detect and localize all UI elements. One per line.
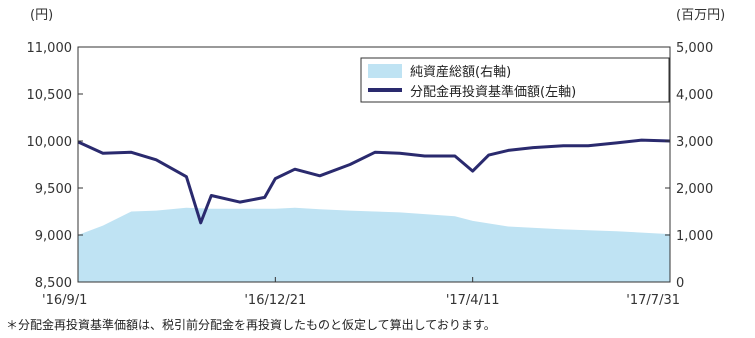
left-axis-unit: (円) bbox=[30, 8, 53, 23]
legend: 純資産総額(右軸) 分配金再投資基準価額(左軸) bbox=[360, 57, 670, 103]
left-axis: 11,000 10,500 10,000 9,500 9,000 8,500 bbox=[27, 41, 83, 291]
x-axis: '16/9/1 '16/12/21 '17/4/11 '17/7/31 bbox=[42, 277, 680, 308]
right-axis: 5,000 4,000 3,000 2,000 1,000 0 bbox=[665, 41, 713, 291]
footnote: ＊分配金再投資基準価額は、税引前分配金を再投資したものと仮定して算出しております… bbox=[6, 318, 496, 332]
left-tick-label: 10,000 bbox=[27, 135, 73, 150]
net-assets-area bbox=[78, 207, 670, 282]
legend-net-assets-swatch bbox=[368, 64, 402, 78]
x-tick-label: '17/7/31 bbox=[626, 293, 680, 308]
nav-line bbox=[77, 138, 671, 225]
right-tick-label: 3,000 bbox=[676, 135, 713, 150]
left-tick-label: 11,000 bbox=[27, 41, 73, 56]
x-tick-label: '17/4/11 bbox=[446, 293, 500, 308]
left-tick-label: 10,500 bbox=[27, 88, 73, 103]
right-tick-label: 0 bbox=[676, 276, 684, 291]
right-tick-label: 2,000 bbox=[676, 182, 713, 197]
x-tick-label: '16/12/21 bbox=[244, 293, 306, 308]
right-axis-unit: (百万円) bbox=[676, 8, 725, 23]
x-tick-label: '16/9/1 bbox=[42, 293, 87, 308]
legend-nav-label: 分配金再投資基準価額(左軸) bbox=[410, 84, 576, 100]
right-tick-label: 5,000 bbox=[676, 41, 713, 56]
legend-box bbox=[360, 57, 670, 103]
left-tick-label: 9,000 bbox=[35, 229, 72, 244]
left-tick-label: 9,500 bbox=[35, 182, 72, 197]
legend-net-assets-label: 純資産総額(右軸) bbox=[410, 64, 511, 80]
right-tick-label: 4,000 bbox=[676, 88, 713, 103]
nav-line-layer bbox=[77, 138, 671, 225]
plot-frame bbox=[77, 46, 671, 283]
net-assets-area-layer bbox=[78, 207, 670, 282]
right-tick-label: 1,000 bbox=[676, 229, 713, 244]
left-tick-label: 8,500 bbox=[35, 276, 72, 291]
